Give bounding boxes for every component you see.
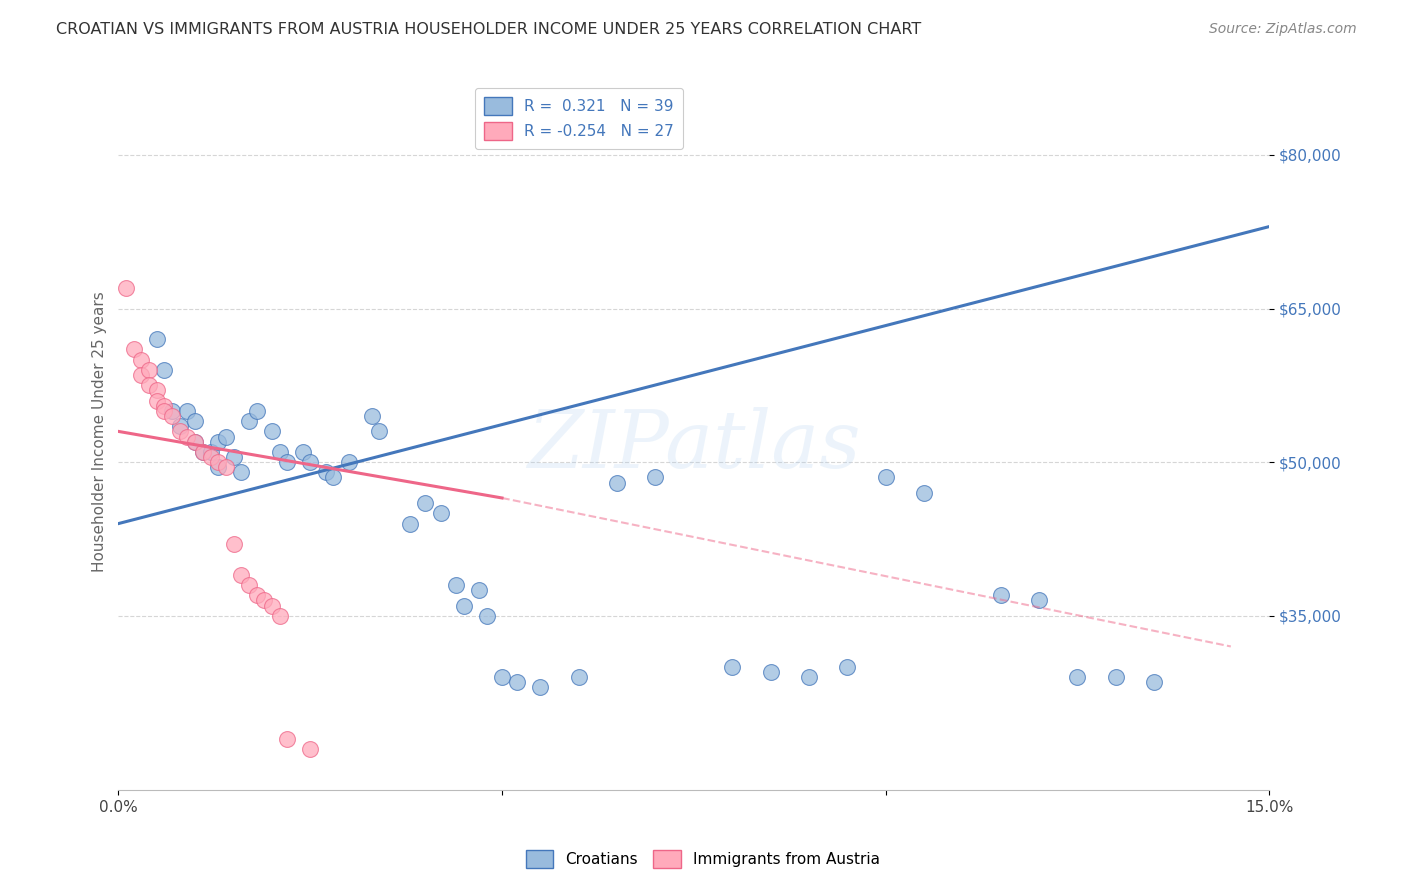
Point (200, 450, 222, 464)
Point (184, 434, 207, 449)
Point (1143, 675, 1166, 690)
Point (245, 588, 267, 602)
Y-axis label: Householder Income Under 25 years: Householder Income Under 25 years (93, 291, 107, 572)
Point (1028, 593, 1050, 607)
Point (721, 660, 744, 674)
Point (299, 742, 322, 756)
Point (644, 470, 666, 484)
Point (269, 608, 291, 623)
Point (153, 363, 176, 377)
Point (231, 567, 253, 582)
Point (138, 378, 160, 392)
Point (260, 425, 283, 439)
Point (468, 583, 491, 598)
Point (222, 450, 245, 464)
Point (146, 384, 169, 398)
Point (253, 593, 276, 607)
Point (759, 665, 782, 679)
Point (475, 608, 498, 623)
Point (260, 599, 283, 613)
Point (413, 496, 436, 510)
Point (207, 460, 229, 475)
Point (207, 434, 229, 449)
Point (191, 445, 214, 459)
Point (360, 409, 382, 423)
Point (146, 393, 169, 408)
Point (368, 425, 391, 439)
Point (337, 455, 360, 469)
Point (444, 578, 467, 592)
Point (184, 434, 207, 449)
Point (131, 368, 153, 382)
Point (245, 404, 267, 418)
Point (153, 399, 176, 413)
Point (169, 419, 191, 434)
Point (797, 670, 820, 684)
Point (276, 731, 298, 746)
Point (215, 460, 238, 475)
Point (231, 466, 253, 480)
Point (399, 516, 422, 531)
Text: CROATIAN VS IMMIGRANTS FROM AUSTRIA HOUSEHOLDER INCOME UNDER 25 YEARS CORRELATIO: CROATIAN VS IMMIGRANTS FROM AUSTRIA HOUS… (56, 22, 921, 37)
Point (207, 455, 229, 469)
Point (606, 475, 628, 490)
Point (153, 404, 176, 418)
Point (1105, 670, 1128, 684)
Point (222, 537, 245, 551)
Point (176, 429, 198, 443)
Point (160, 404, 183, 418)
Point (990, 588, 1012, 602)
Point (453, 599, 475, 613)
Point (269, 445, 291, 459)
Text: ZIPatlas: ZIPatlas (527, 407, 860, 484)
Point (299, 455, 322, 469)
Point (315, 466, 337, 480)
Point (184, 414, 207, 428)
Legend: R =  0.321   N = 39, R = -0.254   N = 27: R = 0.321 N = 39, R = -0.254 N = 27 (475, 87, 683, 149)
Point (215, 429, 238, 443)
Point (429, 506, 451, 520)
Point (491, 670, 513, 684)
Point (115, 281, 138, 295)
Point (169, 425, 191, 439)
Point (238, 578, 260, 592)
Point (146, 332, 169, 346)
Point (122, 343, 145, 357)
Point (322, 470, 344, 484)
Point (837, 660, 859, 674)
Point (276, 455, 298, 469)
Point (238, 414, 260, 428)
Point (160, 409, 183, 423)
Point (529, 681, 551, 695)
Legend: Croatians, Immigrants from Austria: Croatians, Immigrants from Austria (520, 844, 886, 873)
Point (176, 404, 198, 418)
Point (1066, 670, 1088, 684)
Point (291, 445, 314, 459)
Text: Source: ZipAtlas.com: Source: ZipAtlas.com (1209, 22, 1357, 37)
Point (875, 470, 897, 484)
Point (506, 675, 529, 690)
Point (138, 363, 160, 377)
Point (191, 445, 214, 459)
Point (568, 670, 591, 684)
Point (200, 445, 222, 459)
Point (912, 486, 935, 500)
Point (131, 352, 153, 367)
